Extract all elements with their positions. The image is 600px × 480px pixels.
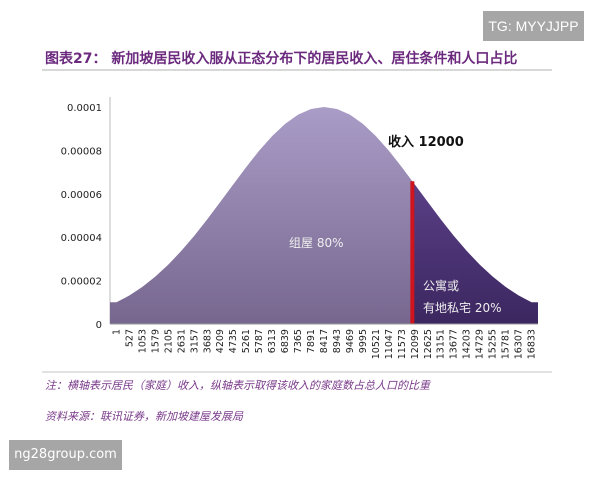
area-below-threshold: [110, 107, 413, 324]
region-left-label: 组屋 80%: [289, 236, 344, 250]
x-tick-label: 5261: [241, 329, 252, 353]
x-tick-label: 16833: [527, 329, 538, 359]
x-tick-label: 5787: [254, 329, 265, 353]
x-tick-label: 7365: [293, 329, 304, 353]
x-tick-label: 2105: [163, 329, 174, 353]
x-tick-label: 1053: [137, 329, 148, 353]
x-tick-label: 7891: [306, 329, 317, 353]
y-tick-label: 0.00002: [61, 277, 102, 288]
x-tick-label: 9469: [345, 329, 356, 353]
x-tick-label: 11047: [384, 329, 395, 359]
watermark-bottom: ng28group.com: [9, 440, 122, 470]
x-tick-label: 3683: [202, 329, 213, 353]
x-tick-label: 14203: [462, 329, 473, 359]
x-tick-label: 4209: [215, 329, 226, 353]
x-tick-label: 14729: [475, 329, 486, 359]
x-tick-label: 12625: [423, 329, 434, 359]
x-tick-label: 16307: [514, 329, 525, 359]
y-tick-label: 0.0001: [67, 103, 102, 114]
chart-source: 资料来源：联讯证券，新加坡建屋发展局: [45, 410, 243, 423]
chart-title: 图表27： 新加坡居民收入服从正态分布下的居民收入、居住条件和人口占比: [45, 51, 518, 67]
x-tick-label: 15255: [488, 329, 499, 359]
x-tick-label: 10521: [371, 329, 382, 359]
region-right-label-2: 有地私宅 20%: [423, 300, 502, 315]
x-tick-label: 15781: [501, 329, 512, 359]
y-tick-label: 0.00008: [61, 146, 102, 157]
x-tick-label: 527: [124, 329, 135, 347]
x-tick-label: 9995: [358, 329, 369, 353]
y-tick-label: 0: [96, 320, 102, 331]
y-tick-label: 0.00004: [61, 233, 102, 244]
watermark-top: TG: MYYJJPP: [483, 11, 584, 41]
area-above-threshold: [412, 181, 538, 324]
threshold-label: 收入 12000: [388, 134, 464, 150]
x-tick-label: 13151: [436, 329, 447, 359]
x-tick-label: 11573: [397, 329, 408, 359]
x-tick-label: 1: [111, 329, 122, 335]
y-tick-label: 0.00006: [61, 190, 102, 201]
x-tick-label: 2631: [176, 329, 187, 353]
x-tick-label: 6313: [267, 329, 278, 353]
region-right-label-1: 公寓或: [423, 278, 459, 293]
x-tick-label: 13677: [449, 329, 460, 359]
x-tick-label: 12099: [410, 329, 421, 359]
title-divider: [42, 69, 552, 71]
x-tick-label: 6839: [280, 329, 291, 353]
x-tick-label: 1579: [150, 329, 161, 353]
footer-divider: [42, 371, 552, 373]
x-tick-label: 4735: [228, 329, 239, 353]
x-tick-label: 8417: [319, 329, 330, 353]
chart-note: 注：横轴表示居民（家庭）收入，纵轴表示取得该收入的家庭数占总人口的比重: [45, 379, 430, 392]
x-tick-label: 8943: [332, 329, 343, 353]
x-tick-label: 3157: [189, 329, 200, 353]
